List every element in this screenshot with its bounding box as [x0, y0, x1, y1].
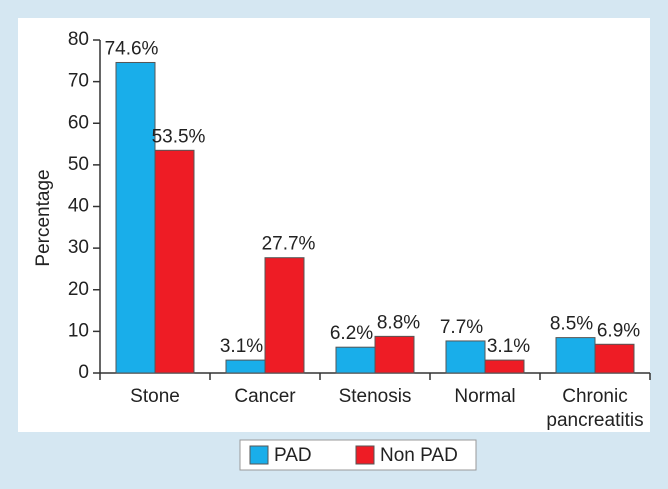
y-tick-label: 50 [68, 154, 89, 175]
x-tick-label: Normal [454, 386, 515, 407]
bar [445, 340, 486, 374]
value-label: 27.7% [262, 234, 316, 255]
bar [225, 359, 266, 374]
y-tick-label: 30 [68, 237, 89, 258]
y-tick-label: 20 [68, 279, 89, 300]
bar [374, 335, 415, 374]
bar [594, 343, 635, 374]
y-tick-label: 60 [68, 112, 89, 133]
y-tick-label: 40 [68, 196, 89, 217]
x-tick-label: Chronic pancreatitis [546, 386, 643, 431]
bar [484, 359, 525, 374]
legend-label: PAD [274, 445, 312, 466]
value-label: 6.2% [330, 323, 373, 344]
legend-label: Non PAD [380, 445, 458, 466]
legend-swatch [355, 445, 375, 465]
bar [154, 149, 195, 374]
bar [335, 346, 376, 374]
legend-swatch [249, 445, 269, 465]
x-tick-label: Cancer [234, 386, 296, 407]
x-tick-label: Stenosis [339, 386, 412, 407]
plot-panel [18, 18, 650, 432]
value-label: 6.9% [597, 320, 640, 341]
value-label: 7.7% [440, 317, 483, 338]
y-axis-label: Percentage [33, 169, 54, 266]
y-tick-label: 80 [68, 29, 89, 50]
y-tick-label: 0 [78, 362, 89, 383]
x-tick-label: Stone [130, 386, 180, 407]
value-label: 3.1% [220, 336, 263, 357]
bar [555, 337, 596, 374]
value-label: 53.5% [152, 126, 206, 147]
value-label: 8.8% [377, 312, 420, 333]
value-label: 74.6% [105, 38, 159, 59]
bar [115, 61, 156, 374]
y-tick-label: 10 [68, 320, 89, 341]
value-label: 3.1% [487, 336, 530, 357]
bar [264, 257, 305, 374]
y-tick-label: 70 [68, 71, 89, 92]
value-label: 8.5% [550, 314, 593, 335]
